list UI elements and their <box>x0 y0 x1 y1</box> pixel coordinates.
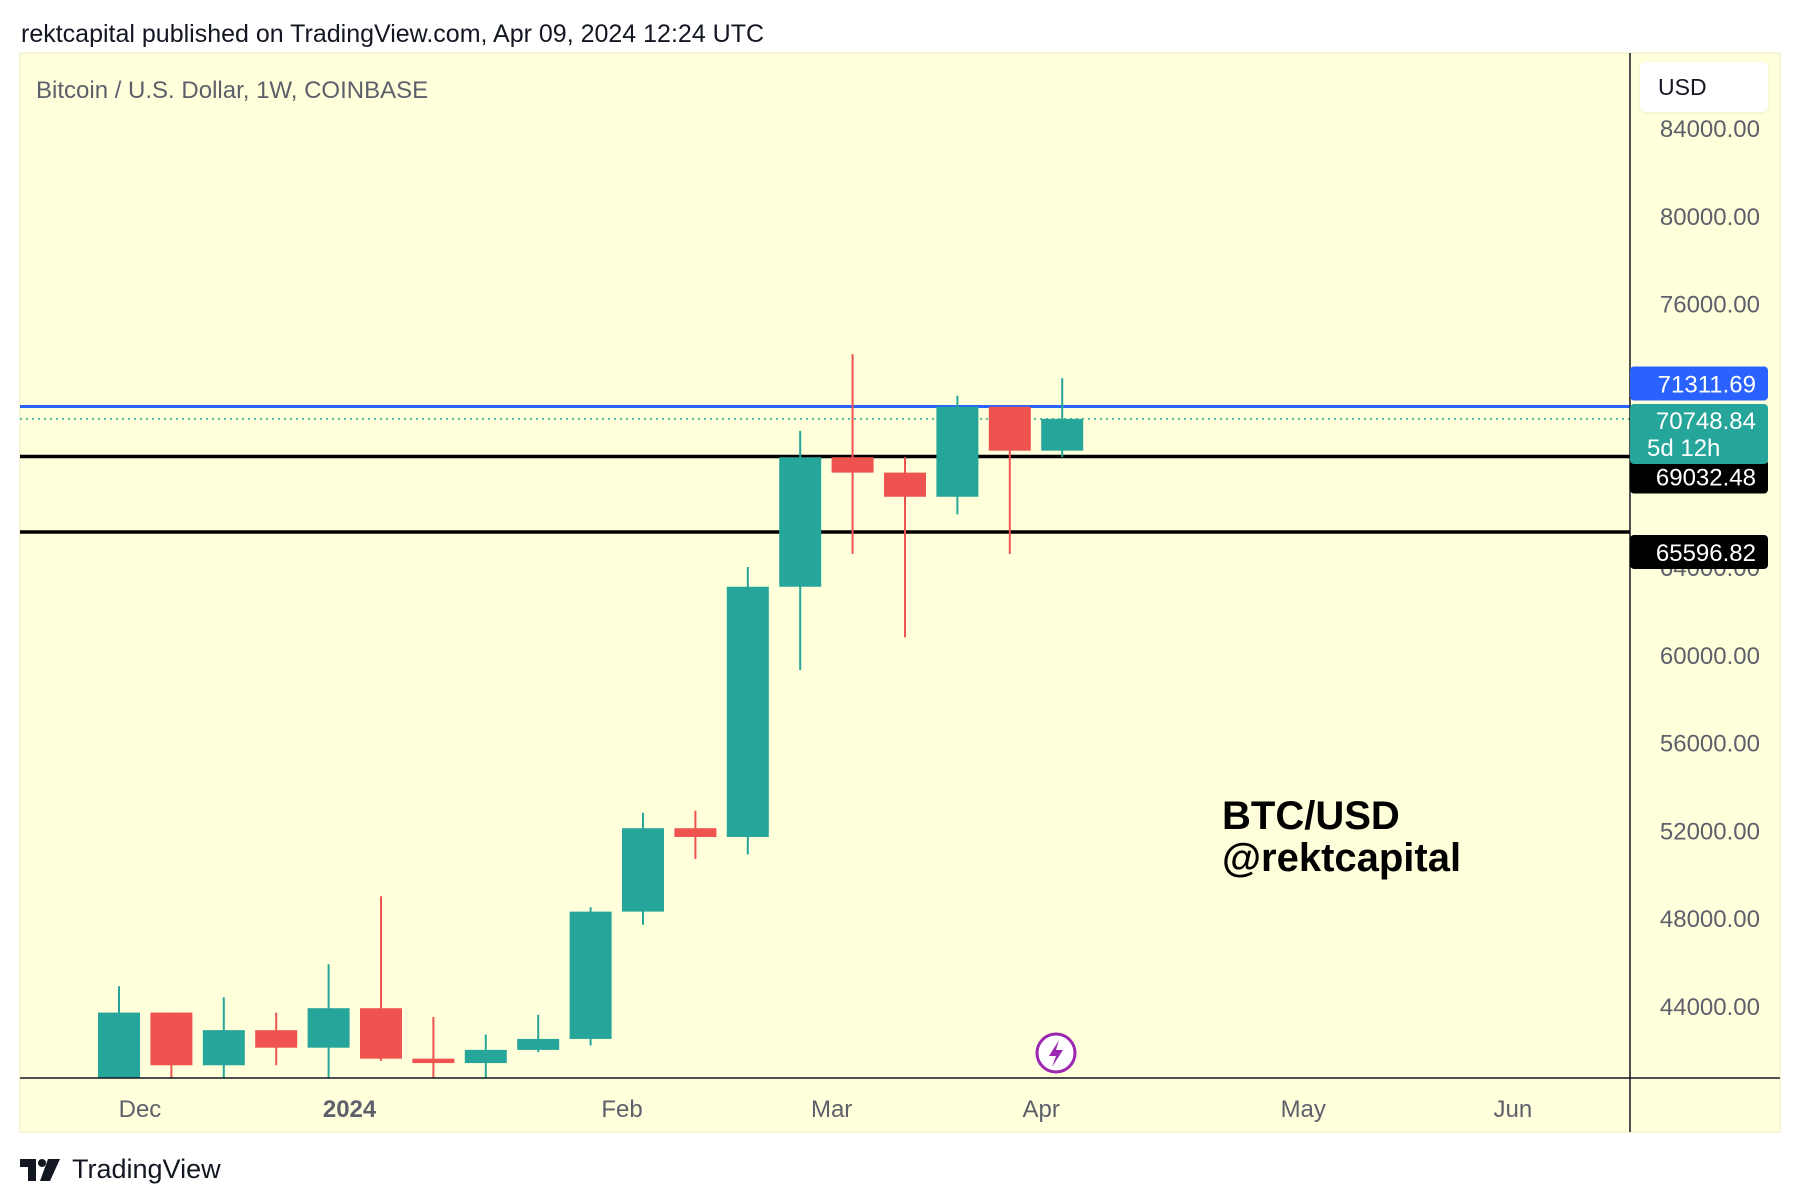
candle <box>150 1012 193 1078</box>
candle <box>569 907 612 1046</box>
candle <box>726 567 769 855</box>
candle <box>98 986 140 1078</box>
x-tick-label: May <box>1281 1096 1326 1123</box>
last-price-label: 70748.84 <box>1656 408 1756 435</box>
x-tick-label: Jun <box>1493 1096 1532 1123</box>
x-tick-label: 2024 <box>323 1096 377 1123</box>
tradingview-logo-icon <box>20 1158 60 1181</box>
candle-body <box>1041 418 1084 451</box>
candle <box>412 1016 455 1078</box>
chart-background <box>19 52 1781 1133</box>
last-price-badge <box>1630 404 1768 464</box>
price-level-label: 69032.48 <box>1656 465 1756 492</box>
lightning-event-bolt <box>1049 1040 1063 1067</box>
y-tick-label: 56000.00 <box>1660 731 1760 758</box>
candle-body <box>988 406 1031 451</box>
candle-body <box>464 1049 507 1064</box>
candle-body <box>831 457 874 473</box>
currency-selector[interactable]: USD <box>1640 62 1768 112</box>
candle <box>674 810 717 859</box>
price-level-badge <box>1630 366 1768 401</box>
candle <box>464 1034 507 1078</box>
candle-body <box>622 828 664 912</box>
y-tick-label: 80000.00 <box>1660 204 1760 231</box>
candle <box>360 896 402 1061</box>
candle <box>255 1012 298 1066</box>
watermark-symbol: BTC/USD <box>1222 794 1400 838</box>
lightning-event-icon <box>1035 1032 1077 1074</box>
candle <box>884 457 926 638</box>
candle <box>622 812 664 925</box>
price-level-badge <box>1630 534 1768 569</box>
candle <box>779 430 822 671</box>
price-level-label: 71311.69 <box>1658 372 1756 399</box>
candle <box>307 964 350 1078</box>
candle-body <box>569 911 612 1039</box>
y-tick-label: 84000.00 <box>1660 116 1760 143</box>
candles <box>98 354 1084 1078</box>
y-tick-label: 48000.00 <box>1660 906 1760 933</box>
y-tick-label: 44000.00 <box>1660 994 1760 1021</box>
candle <box>988 406 1031 554</box>
price-level-badge <box>1630 459 1768 494</box>
publisher-header: rektcapital published on TradingView.com… <box>21 20 765 48</box>
candle <box>831 354 874 554</box>
candle-body <box>517 1038 560 1050</box>
candle-body <box>779 457 822 587</box>
candle-body <box>307 1008 350 1048</box>
candle-body <box>98 1012 140 1078</box>
tradingview-brand-text: TradingView <box>72 1154 221 1184</box>
candle-body <box>360 1008 402 1059</box>
candle-body <box>936 406 979 497</box>
candle-body <box>884 472 926 497</box>
chart-watermark: BTC/USD @rektcapital <box>1222 795 1461 879</box>
candle-body <box>674 828 717 837</box>
candle <box>517 1014 560 1053</box>
x-tick-label: Mar <box>811 1096 852 1123</box>
countdown-label: 5d 12h <box>1647 435 1720 462</box>
watermark-author: @rektcapital <box>1222 836 1462 880</box>
y-tick-label: 76000.00 <box>1660 292 1760 319</box>
candle <box>202 997 245 1078</box>
candle-body <box>150 1012 193 1066</box>
candle-body <box>412 1058 455 1064</box>
currency-label: USD <box>1658 73 1707 100</box>
x-tick-label: Feb <box>601 1096 642 1123</box>
candle-body <box>202 1030 245 1066</box>
y-tick-label: 52000.00 <box>1660 818 1760 845</box>
candle-body <box>726 586 769 837</box>
candle-body <box>255 1030 298 1048</box>
x-tick-label: Apr <box>1023 1096 1060 1123</box>
candle <box>1041 378 1084 458</box>
footer-brand[interactable]: TradingView <box>20 1154 221 1185</box>
candle <box>936 395 979 515</box>
symbol-title: Bitcoin / U.S. Dollar, 1W, COINBASE <box>36 77 428 104</box>
price-level-label: 65596.82 <box>1656 540 1756 567</box>
y-tick-label: 60000.00 <box>1660 643 1760 670</box>
x-tick-label: Dec <box>119 1096 162 1123</box>
